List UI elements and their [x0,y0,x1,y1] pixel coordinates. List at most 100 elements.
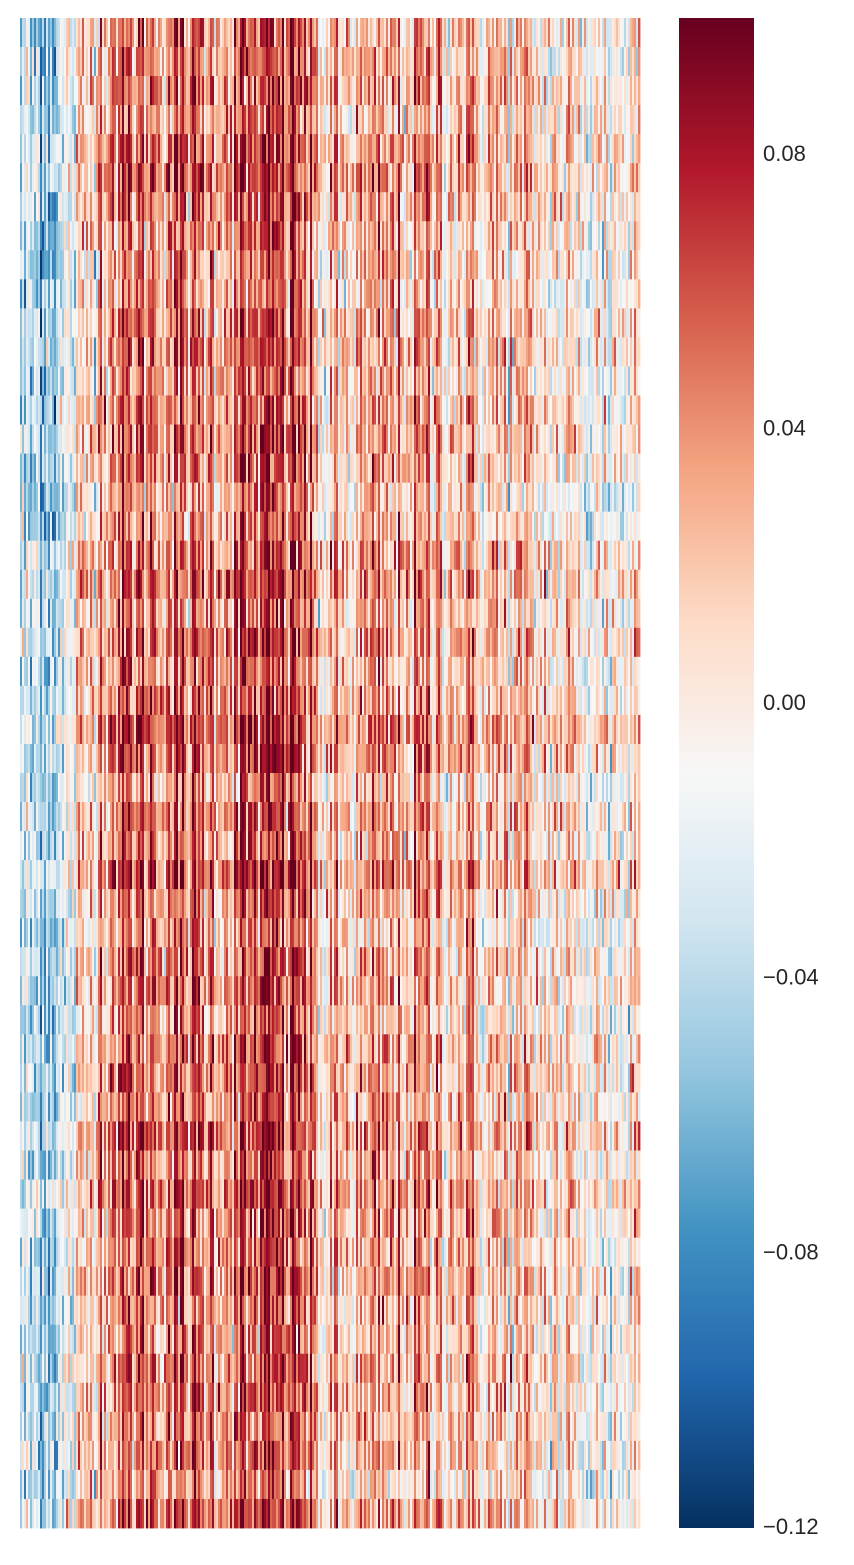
heatmap-cell [44,192,47,222]
heatmap-cell [274,76,277,106]
heatmap-cell [462,134,465,164]
heatmap-cell [514,192,517,222]
heatmap-cell [428,47,431,77]
heatmap-cell [220,134,223,164]
heatmap-cell [302,47,305,77]
heatmap-cell [192,47,195,77]
heatmap-cell [476,163,479,193]
heatmap-cell [516,163,519,193]
heatmap-cell [142,163,145,193]
heatmap-cell [544,105,547,135]
heatmap-cell [422,192,425,222]
heatmap-cell [74,134,77,164]
heatmap-cell [538,76,541,106]
heatmap-cell [122,18,125,48]
heatmap-cell [268,76,271,106]
heatmap-cell [342,250,345,280]
heatmap-cell [428,250,431,280]
heatmap-cell [200,47,203,77]
heatmap-cell [62,105,65,135]
heatmap-cell [462,221,465,251]
heatmap-cell [258,134,261,164]
heatmap-cell [136,18,139,48]
heatmap-cell [386,163,389,193]
heatmap-cell [444,18,447,48]
heatmap-cell [576,134,579,164]
heatmap-cell [66,105,69,135]
heatmap-cell [362,192,365,222]
heatmap-cell [434,250,437,280]
heatmap-cell [294,192,297,222]
heatmap-cell [534,47,537,77]
heatmap-cell [538,163,541,193]
heatmap-cell [630,134,633,164]
heatmap-cell [288,250,291,280]
heatmap-cell [388,192,391,222]
heatmap-cell [188,250,191,280]
heatmap-cell [508,134,511,164]
heatmap-cell [256,134,259,164]
heatmap-cell [580,105,583,135]
heatmap-cell [392,76,395,106]
heatmap-cell [630,76,633,106]
heatmap-cell [398,134,401,164]
heatmap-cell [274,134,277,164]
heatmap-cell [76,105,79,135]
heatmap-cell [526,163,529,193]
heatmap-cell [338,47,341,77]
heatmap-cell [42,192,45,222]
heatmap-cell [522,105,525,135]
heatmap-cell [538,105,541,135]
heatmap-cell [88,134,91,164]
heatmap-cell [30,192,33,222]
heatmap-cell [520,47,523,77]
heatmap-cell [44,134,47,164]
heatmap-cell [590,221,593,251]
heatmap-cell [316,250,319,280]
heatmap-cell [304,192,307,222]
heatmap-cell [262,221,265,251]
heatmap-cell [480,47,483,77]
heatmap-cell [246,18,249,48]
heatmap-cell [40,163,43,193]
heatmap-cell [292,134,295,164]
heatmap-cell [540,221,543,251]
heatmap-cell [418,105,421,135]
heatmap-cell [550,163,553,193]
heatmap-cell [454,105,457,135]
heatmap-cell [552,163,555,193]
heatmap-cell [578,76,581,106]
heatmap-cell [46,105,49,135]
heatmap-cell [268,250,271,280]
heatmap-cell [122,192,125,222]
heatmap-cell [598,221,601,251]
heatmap-cell [108,18,111,48]
heatmap-cell [336,163,339,193]
heatmap-cell [50,221,53,251]
heatmap-cell [570,47,573,77]
heatmap-cell [544,163,547,193]
heatmap-cell [262,163,265,193]
heatmap-cell [150,76,153,106]
heatmap-cell [504,47,507,77]
heatmap-cell [262,18,265,48]
heatmap-cell [270,163,273,193]
heatmap-cell [372,105,375,135]
heatmap-cell [486,47,489,77]
heatmap-cell [616,105,619,135]
heatmap-cell [440,18,443,48]
heatmap-cell [618,163,621,193]
heatmap-cell [282,47,285,77]
heatmap-cell [82,163,85,193]
heatmap-cell [126,221,129,251]
heatmap-cell [404,221,407,251]
heatmap-cell [140,134,143,164]
heatmap-cell [508,163,511,193]
heatmap-cell [334,134,337,164]
heatmap-cell [522,18,525,48]
heatmap-cell [248,134,251,164]
heatmap-cell [152,18,155,48]
heatmap-cell [638,453,641,484]
heatmap-cell [90,47,93,77]
